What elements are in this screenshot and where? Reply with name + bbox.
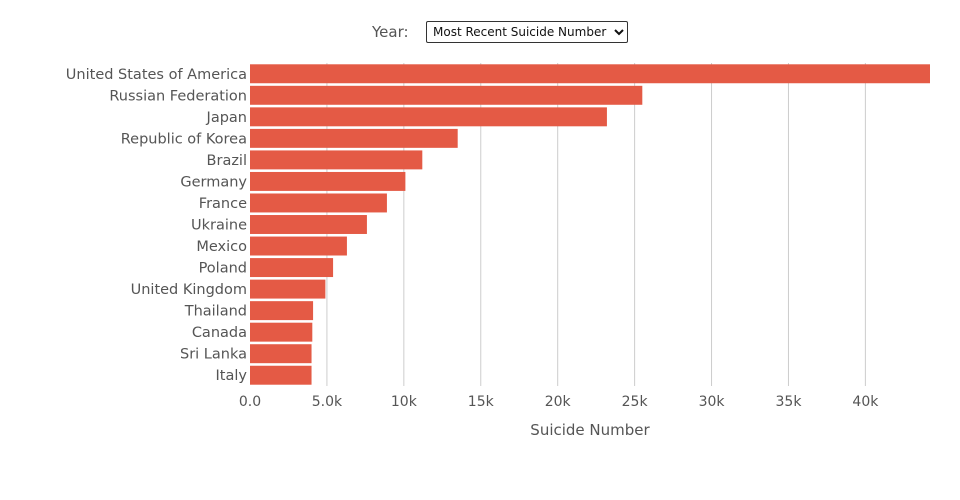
bar[interactable] [250, 64, 930, 84]
x-tick-labels: 0.0 5.0k 10k 15k 20k 25k 30k 35k 40k [239, 394, 879, 410]
x-axis-title: Suicide Number [530, 421, 650, 439]
bar[interactable] [250, 150, 423, 170]
category-label: Canada [192, 325, 247, 341]
bar[interactable] [250, 193, 387, 213]
bars [250, 64, 930, 385]
category-label: Mexico [196, 239, 247, 255]
category-label: Poland [199, 261, 247, 277]
x-tick-label: 35k [776, 394, 803, 410]
x-tick-label: 15k [468, 394, 495, 410]
category-label: Ukraine [191, 218, 247, 234]
year-select[interactable]: Most Recent Suicide Number [426, 21, 628, 43]
category-label: Germany [180, 174, 247, 190]
x-tick-label: 40k [852, 394, 879, 410]
bar[interactable] [250, 236, 347, 256]
category-label: United States of America [66, 67, 247, 83]
category-label: Italy [216, 368, 248, 384]
bar[interactable] [250, 107, 607, 127]
category-label: Russian Federation [109, 88, 247, 104]
category-label: Sri Lanka [180, 347, 247, 363]
category-label: United Kingdom [131, 282, 247, 298]
year-control: Year: Most Recent Suicide Number [0, 21, 960, 45]
category-label: Brazil [207, 153, 247, 169]
bar[interactable] [250, 128, 458, 148]
bar[interactable] [250, 301, 314, 321]
x-tick-label: 25k [622, 394, 649, 410]
category-label: France [199, 196, 247, 212]
category-labels: United States of America Russian Federati… [66, 67, 248, 384]
x-tick-label: 30k [699, 394, 726, 410]
category-label: Thailand [184, 304, 247, 320]
bar[interactable] [250, 322, 313, 342]
category-label: Republic of Korea [121, 131, 247, 147]
bar[interactable] [250, 258, 334, 278]
bar[interactable] [250, 215, 367, 234]
bar[interactable] [250, 171, 406, 191]
bar[interactable] [250, 279, 326, 299]
x-tick-label: 20k [545, 394, 572, 410]
bar[interactable] [250, 85, 643, 105]
bar[interactable] [250, 344, 312, 364]
bar[interactable] [250, 365, 312, 385]
year-label: Year: [372, 23, 409, 41]
category-label: Japan [206, 110, 247, 126]
x-tick-label: 10k [391, 394, 418, 410]
x-tick-label: 5.0k [312, 394, 343, 410]
x-tick-label: 0.0 [239, 394, 261, 410]
